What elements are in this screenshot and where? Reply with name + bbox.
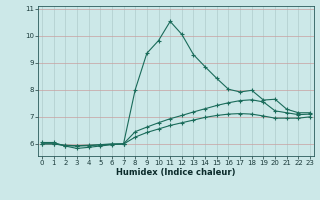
X-axis label: Humidex (Indice chaleur): Humidex (Indice chaleur) [116,168,236,177]
